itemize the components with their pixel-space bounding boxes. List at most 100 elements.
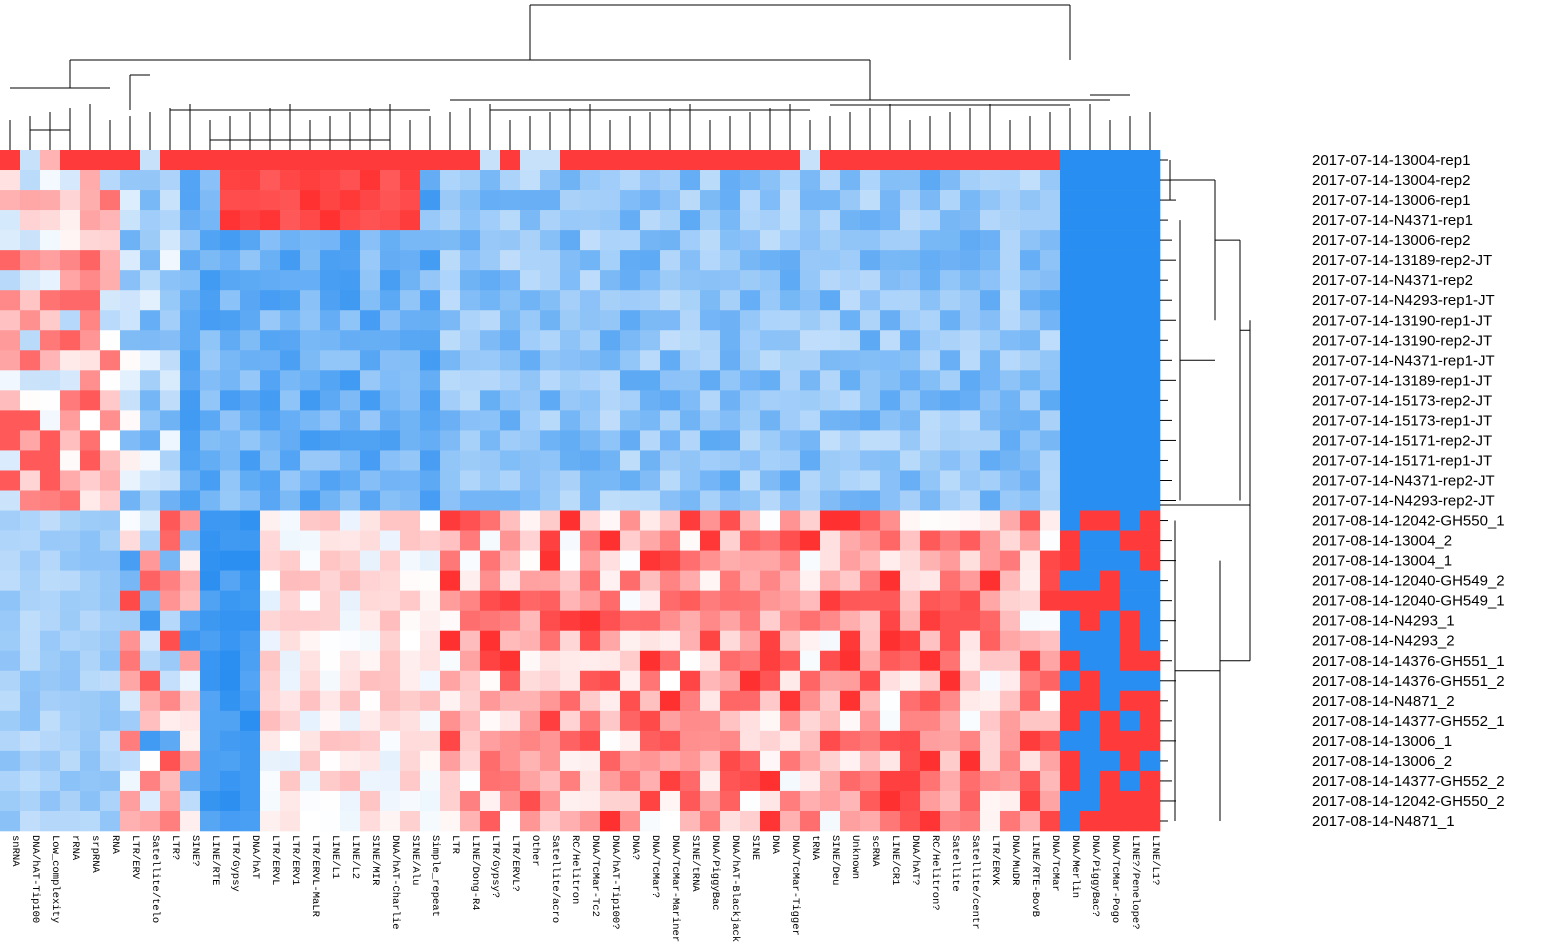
heatmap-cell (780, 170, 801, 191)
heatmap-cell (340, 670, 361, 692)
row-label: 2017-08-14-N4293_1 (1312, 613, 1455, 630)
heatmap-cell (1120, 210, 1141, 231)
heatmap-cell (740, 190, 761, 211)
column-label: Unknown (849, 835, 861, 879)
column-label: DNA? (629, 835, 641, 860)
heatmap-cell (440, 650, 461, 672)
heatmap-cell (1020, 450, 1041, 471)
heatmap-cell (160, 470, 181, 491)
heatmap-cell (320, 570, 341, 591)
heatmap-cell (540, 290, 561, 311)
heatmap-cell (280, 150, 301, 171)
heatmap-cell (220, 490, 241, 511)
heatmap-cell (620, 530, 641, 551)
heatmap-cell (1020, 410, 1041, 431)
heatmap-cell (540, 550, 561, 571)
heatmap-cell (740, 610, 761, 632)
heatmap-cell (560, 270, 581, 291)
heatmap-cell (760, 750, 781, 772)
heatmap-cell (120, 710, 141, 732)
heatmap-cell (240, 210, 261, 231)
heatmap-cell (460, 630, 481, 652)
heatmap-cell (140, 570, 161, 591)
heatmap-cell (920, 310, 941, 331)
heatmap-cell (340, 270, 361, 291)
heatmap-cell (200, 150, 221, 171)
heatmap-cell (460, 510, 481, 531)
heatmap-cell (300, 450, 321, 471)
heatmap-cell (1080, 630, 1101, 652)
heatmap-cell (920, 490, 941, 511)
heatmap-cell (920, 250, 941, 271)
heatmap-cell (340, 410, 361, 431)
heatmap-cell (460, 530, 481, 551)
heatmap-cell (240, 410, 261, 431)
heatmap-cell (120, 550, 141, 571)
heatmap-cell (1040, 770, 1061, 792)
heatmap-cell (580, 510, 601, 531)
heatmap-cell (280, 670, 301, 692)
heatmap-cell (300, 370, 321, 391)
heatmap-cell (300, 270, 321, 291)
heatmap-cell (140, 310, 161, 331)
heatmap-cell (120, 310, 141, 331)
heatmap-cell (300, 290, 321, 311)
heatmap-cell (300, 530, 321, 551)
heatmap-cell (1080, 690, 1101, 712)
heatmap-cell (360, 230, 381, 251)
heatmap-cell (220, 690, 241, 712)
row-label: 2017-08-14-13004_2 (1312, 533, 1452, 550)
heatmap-cell (280, 590, 301, 611)
heatmap-cell (840, 290, 861, 311)
heatmap-cell (60, 210, 81, 231)
heatmap-cell (60, 230, 81, 251)
heatmap-cell (940, 690, 961, 712)
heatmap-cell (940, 490, 961, 511)
heatmap-cell (580, 330, 601, 351)
heatmap-cell (280, 730, 301, 752)
heatmap-cell (380, 750, 401, 772)
heatmap-cell (640, 710, 661, 732)
heatmap-cell (620, 610, 641, 632)
heatmap-cell (60, 370, 81, 391)
heatmap-cell (820, 690, 841, 712)
row-label: 2017-07-14-13190-rep2-JT (1312, 332, 1492, 349)
heatmap-cell (880, 390, 901, 411)
heatmap-cell (740, 230, 761, 251)
heatmap-cell (980, 690, 1001, 712)
heatmap-cell (60, 390, 81, 411)
heatmap-cell (680, 530, 701, 551)
heatmap-cell (320, 670, 341, 692)
heatmap-cell (1100, 650, 1121, 672)
heatmap-cell (640, 570, 661, 591)
heatmap-cell (940, 230, 961, 251)
heatmap-cell (340, 690, 361, 712)
heatmap-cell (20, 330, 41, 351)
heatmap-cell (180, 270, 201, 291)
heatmap-cell (720, 690, 741, 712)
heatmap-cell (940, 670, 961, 692)
heatmap-cell (680, 370, 701, 391)
heatmap-cell (160, 490, 181, 511)
heatmap-cell (280, 610, 301, 632)
heatmap-cell (100, 770, 121, 792)
heatmap-cell (920, 430, 941, 451)
heatmap-cell (580, 210, 601, 231)
heatmap-cell (740, 290, 761, 311)
heatmap-cell (120, 810, 141, 832)
heatmap-cell (160, 650, 181, 672)
heatmap-cell (1120, 730, 1141, 752)
heatmap-cell (800, 190, 821, 211)
heatmap-cell (420, 330, 441, 351)
heatmap-cell (440, 690, 461, 712)
heatmap-cell (820, 350, 841, 371)
heatmap-cell (100, 350, 121, 371)
heatmap-cell (460, 270, 481, 291)
heatmap-cell (560, 750, 581, 772)
heatmap-cell (480, 250, 501, 271)
heatmap-cell (480, 550, 501, 571)
heatmap-cell (660, 250, 681, 271)
heatmap-cell (780, 450, 801, 471)
heatmap-cell (160, 690, 181, 712)
heatmap-cell (1040, 750, 1061, 772)
